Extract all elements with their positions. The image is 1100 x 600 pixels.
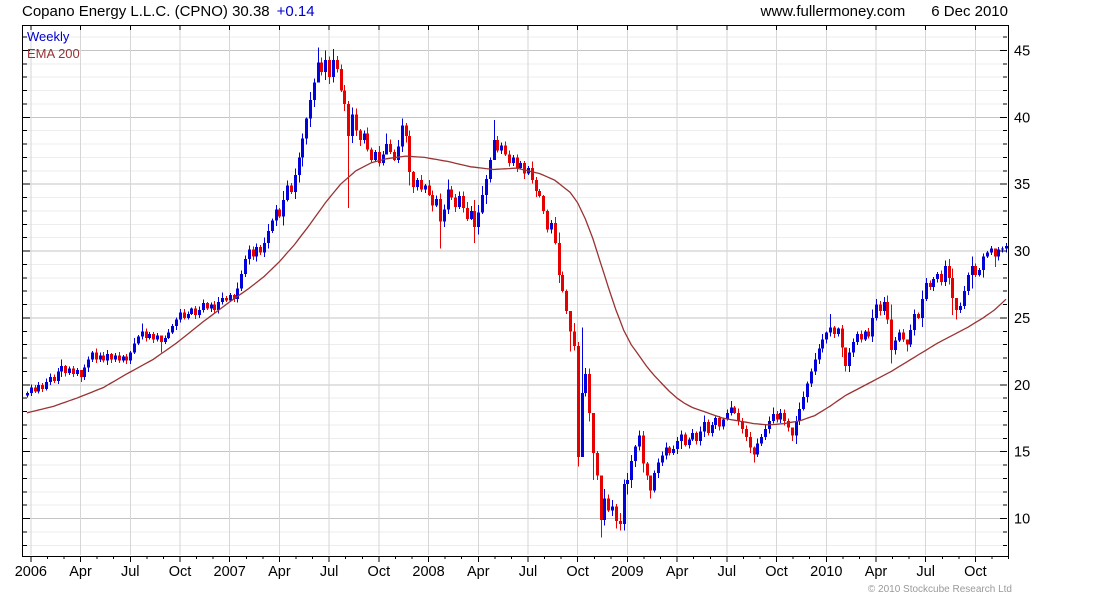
y-axis-label: 15 [1014, 445, 1030, 461]
axis-ticks [23, 26, 1010, 562]
x-axis-label: Apr [69, 564, 92, 580]
x-axis-label: Apr [865, 564, 888, 580]
x-axis-label: Jul [519, 564, 538, 580]
x-axis-label: Oct [566, 564, 589, 580]
x-axis-label: 2009 [611, 564, 643, 580]
x-axis-label: 2008 [412, 564, 444, 580]
site-url: www.fullermoney.com [760, 3, 906, 20]
x-axis-label: Oct [964, 564, 987, 580]
x-axis-label: Oct [368, 564, 391, 580]
instrument-title: Copano Energy L.L.C. (CPNO) 30.38 [22, 3, 270, 20]
gridlines [23, 26, 1007, 555]
x-axis-label: Jul [121, 564, 140, 580]
x-axis-label: Apr [467, 564, 490, 580]
price-change: +0.14 [276, 3, 315, 20]
ema-line [26, 155, 1007, 426]
x-axis-label: 2010 [810, 564, 842, 580]
y-axis-label: 20 [1014, 378, 1030, 394]
y-axis-label: 25 [1014, 311, 1030, 327]
axis-labels: 10 15 20 25 30 35 40 45 2006 Apr Jul Oct 2007 Apr Jul O… [15, 43, 1030, 580]
candlesticks [26, 47, 1008, 538]
x-axis-label: Apr [666, 564, 689, 580]
y-axis-label: 35 [1014, 177, 1030, 193]
y-axis-label: 40 [1014, 110, 1030, 126]
x-axis-label: Jul [320, 564, 339, 580]
x-axis-label: Oct [169, 564, 192, 580]
x-axis-label: 2007 [214, 564, 246, 580]
x-axis-label: Oct [765, 564, 788, 580]
copyright-notice: © 2010 Stockcube Research Ltd [867, 584, 1012, 595]
y-axis-label: 10 [1014, 512, 1030, 528]
y-axis-label: 30 [1014, 244, 1030, 260]
x-axis-label: 2006 [15, 564, 47, 580]
page-title: Copano Energy L.L.C. (CPNO) 30.38 +0.14 [22, 3, 315, 20]
header-right: www.fullermoney.com 6 Dec 2010 [761, 3, 1009, 20]
x-axis-label: Jul [916, 564, 935, 580]
legend-series: Weekly [27, 29, 70, 44]
x-axis-label: Jul [718, 564, 737, 580]
legend-ema-200: EMA 200 [27, 46, 80, 61]
x-axis-label: Apr [268, 564, 291, 580]
y-axis-label: 45 [1014, 43, 1030, 59]
plot-border [22, 25, 1009, 557]
date-label: 6 Dec 2010 [931, 3, 1008, 20]
